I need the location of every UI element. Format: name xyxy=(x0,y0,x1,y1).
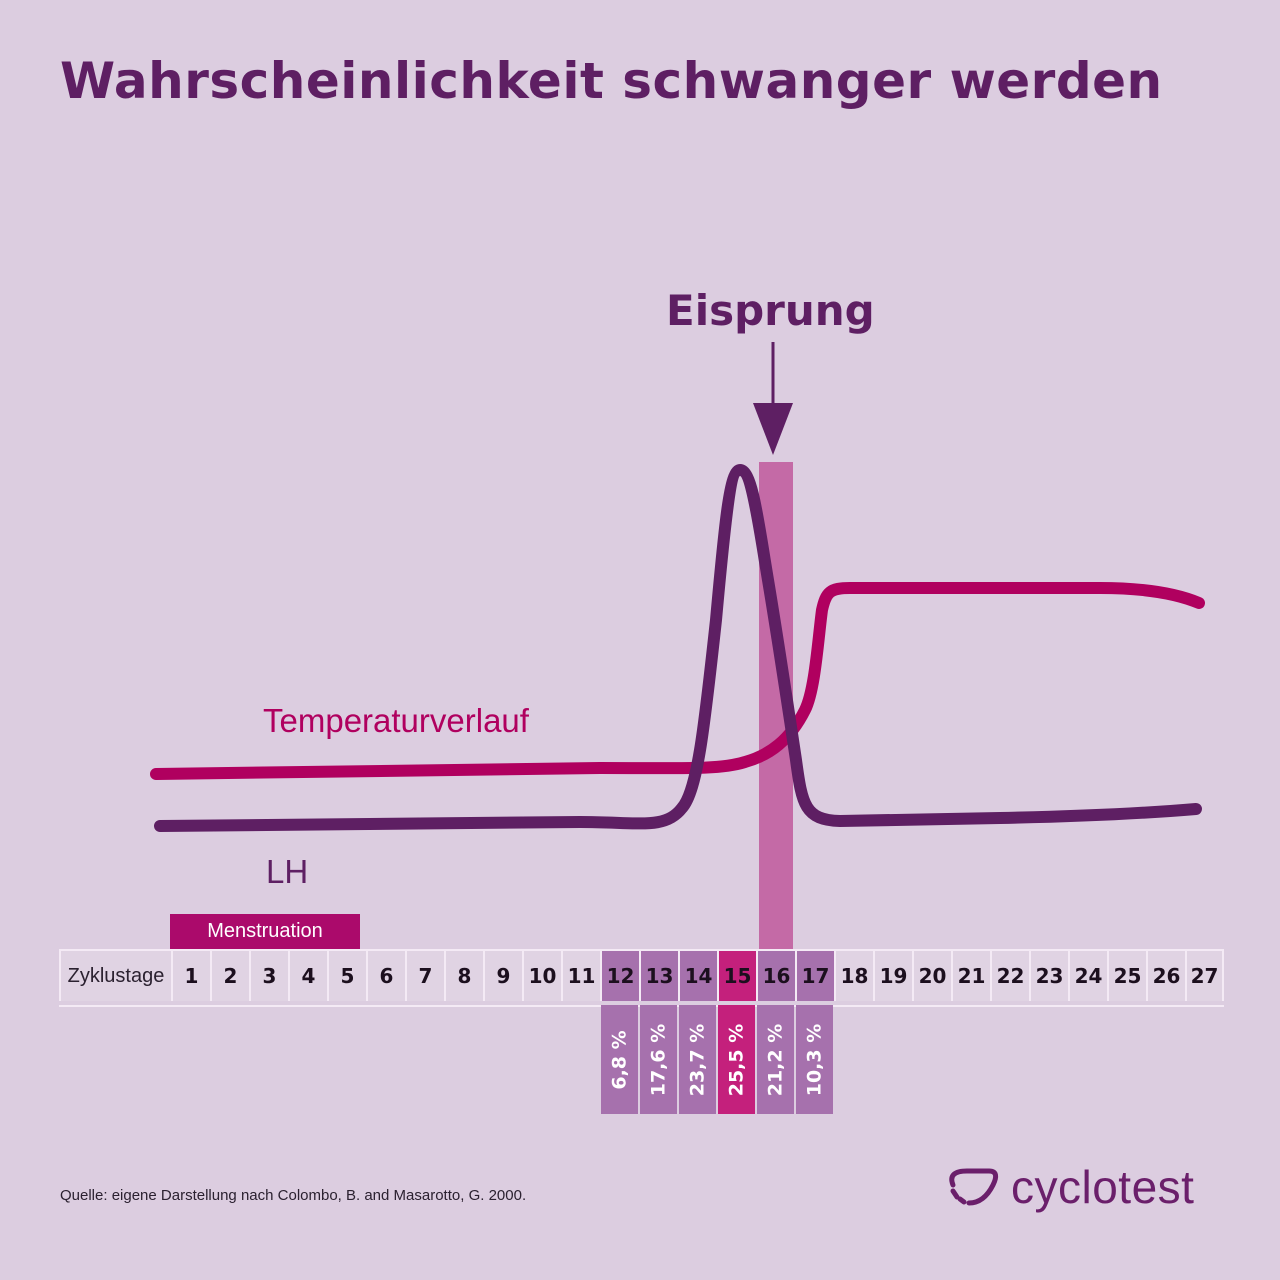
probability-cell: 10,3 % xyxy=(796,1005,833,1114)
day-cell: 10 xyxy=(522,951,561,1001)
probability-cell: 21,2 % xyxy=(757,1005,794,1114)
day-cell: 22 xyxy=(990,951,1029,1001)
lh-curve xyxy=(154,463,1202,832)
brand-name: cyclotest xyxy=(1011,1161,1195,1213)
ovulation-label: Eisprung xyxy=(666,286,875,335)
cycle-days-table: Zyklustage 1 2 3 4 5 6 7 8 9 10 11 12 13… xyxy=(59,949,1224,1007)
day-cell: 1 xyxy=(171,951,210,1001)
source-note: Quelle: eigene Darstellung nach Colombo,… xyxy=(60,1187,527,1204)
day-cell: 21 xyxy=(951,951,990,1001)
day-cell: 7 xyxy=(405,951,444,1001)
day-cell: 11 xyxy=(561,951,600,1001)
day-cell: 27 xyxy=(1185,951,1224,1001)
probability-cell-peak: 25,5 % xyxy=(718,1005,755,1114)
day-cell: 8 xyxy=(444,951,483,1001)
day-cell-fertile: 16 xyxy=(756,951,795,1001)
chart-title: Wahrscheinlichkeit schwanger werden xyxy=(60,52,1163,110)
day-cell: 25 xyxy=(1107,951,1146,1001)
lh-label: LH xyxy=(266,853,309,890)
cyclotest-logo-icon xyxy=(949,1168,999,1206)
day-cell: 24 xyxy=(1068,951,1107,1001)
probability-cell: 17,6 % xyxy=(640,1005,677,1114)
day-cell-fertile: 14 xyxy=(678,951,717,1001)
day-cell: 23 xyxy=(1029,951,1068,1001)
brand-logo: cyclotest xyxy=(945,1160,1194,1214)
day-cell: 5 xyxy=(327,951,366,1001)
day-cell: 4 xyxy=(288,951,327,1001)
day-cell-peak: 15 xyxy=(717,951,756,1001)
arrow-down-icon xyxy=(753,342,793,455)
probability-cell: 6,8 % xyxy=(601,1005,638,1114)
temperature-label: Temperaturverlauf xyxy=(263,702,529,739)
day-cell: 20 xyxy=(912,951,951,1001)
day-cell-fertile: 13 xyxy=(639,951,678,1001)
temperature-curve xyxy=(150,582,1205,780)
day-cell: 9 xyxy=(483,951,522,1001)
day-cell: 18 xyxy=(834,951,873,1001)
day-cell-fertile: 17 xyxy=(795,951,834,1001)
day-cell: 6 xyxy=(366,951,405,1001)
day-cell: 3 xyxy=(249,951,288,1001)
day-cell-fertile: 12 xyxy=(600,951,639,1001)
day-cell: 26 xyxy=(1146,951,1185,1001)
menstruation-bar: Menstruation xyxy=(170,914,360,949)
row-header: Zyklustage xyxy=(59,951,171,1001)
day-cell: 2 xyxy=(210,951,249,1001)
day-cell: 19 xyxy=(873,951,912,1001)
probability-cell: 23,7 % xyxy=(679,1005,716,1114)
